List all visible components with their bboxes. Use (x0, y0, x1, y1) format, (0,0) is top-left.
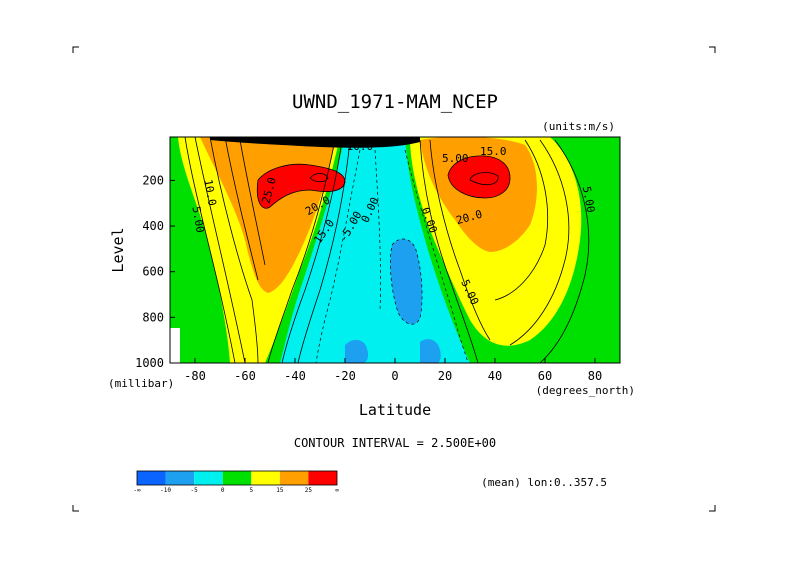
contour-label: 10.0 (201, 178, 218, 206)
contour-lines-dashed (315, 149, 469, 363)
colorbar-swatch (308, 471, 337, 485)
x-axis (194, 358, 596, 363)
easterly-region-equatorial (390, 238, 423, 325)
colorbar-swatch (165, 471, 195, 485)
colorbar: -∞ -10 -5 0 5 15 25 ∞ (133, 470, 339, 494)
colorbar-frame (136, 470, 338, 486)
colorbar-label: 25 (305, 487, 313, 494)
x-tick-label: 80 (588, 369, 602, 383)
y-tick-labels: 200 400 600 800 1000 (135, 173, 164, 370)
colorbar-label: -10 (160, 487, 171, 494)
x-tick-label: -20 (334, 369, 356, 383)
contour-lines-solid (184, 137, 590, 363)
y-tick-label: 800 (142, 310, 164, 324)
chart-title: UWND_1971-MAM_NCEP (292, 91, 498, 113)
x-tick-label: 60 (538, 369, 552, 383)
colorbar-label: 5 (249, 487, 253, 494)
y-tick-label: 400 (142, 219, 164, 233)
colorbar-swatch (137, 471, 166, 485)
x-tick-labels: -80 -60 -40 -20 0 20 40 60 80 (184, 369, 602, 383)
missing-data-left-edge (170, 328, 180, 363)
contour-label: -10.0 (340, 140, 373, 153)
units-label: (units:m/s) (542, 120, 615, 133)
y-tick-label: 200 (142, 173, 164, 187)
y-axis-label: Level (109, 227, 127, 272)
contour-label: 5.00 (580, 185, 597, 213)
colorbar-swatch (251, 471, 280, 485)
colorbar-label: -∞ (133, 487, 141, 494)
contour-label: 5.00 (189, 205, 206, 233)
y-axis-units: (millibar) (108, 377, 174, 390)
colorbar-swatch (222, 471, 252, 485)
colorbar-label: ∞ (335, 487, 339, 494)
x-tick-label: 0 (391, 369, 398, 383)
contour-interval-note: CONTOUR INTERVAL = 2.500E+00 (294, 436, 496, 450)
averaging-note: (mean) lon:0..357.5 (481, 476, 607, 489)
y-tick-label: 1000 (135, 356, 164, 370)
colorbar-label: -5 (191, 487, 199, 494)
colorbar-swatch (279, 471, 309, 485)
x-tick-label: -60 (234, 369, 256, 383)
y-tick-label: 600 (142, 265, 164, 279)
plot-area (170, 137, 620, 363)
easterly-region-low-right (420, 339, 441, 363)
red-jet-core-north (448, 155, 510, 198)
colorbar-swatch (194, 471, 223, 485)
contour-label: 15.0 (480, 145, 507, 158)
x-tick-label: 20 (438, 369, 452, 383)
red-jet-core-south (257, 164, 345, 209)
contour-label: 5.00 (442, 152, 469, 165)
stratosphere-dark-cap (210, 137, 420, 148)
y-axis (170, 179, 175, 364)
colorbar-label: 0 (221, 487, 225, 494)
x-tick-label: 40 (488, 369, 502, 383)
page-corner-marks (72, 46, 716, 512)
x-axis-label: Latitude (359, 401, 431, 419)
x-axis-units: (degrees_north) (536, 384, 635, 397)
x-tick-label: -40 (284, 369, 306, 383)
x-tick-label: -80 (184, 369, 206, 383)
colorbar-label: 15 (276, 487, 284, 494)
easterly-region-low-left (345, 339, 369, 363)
